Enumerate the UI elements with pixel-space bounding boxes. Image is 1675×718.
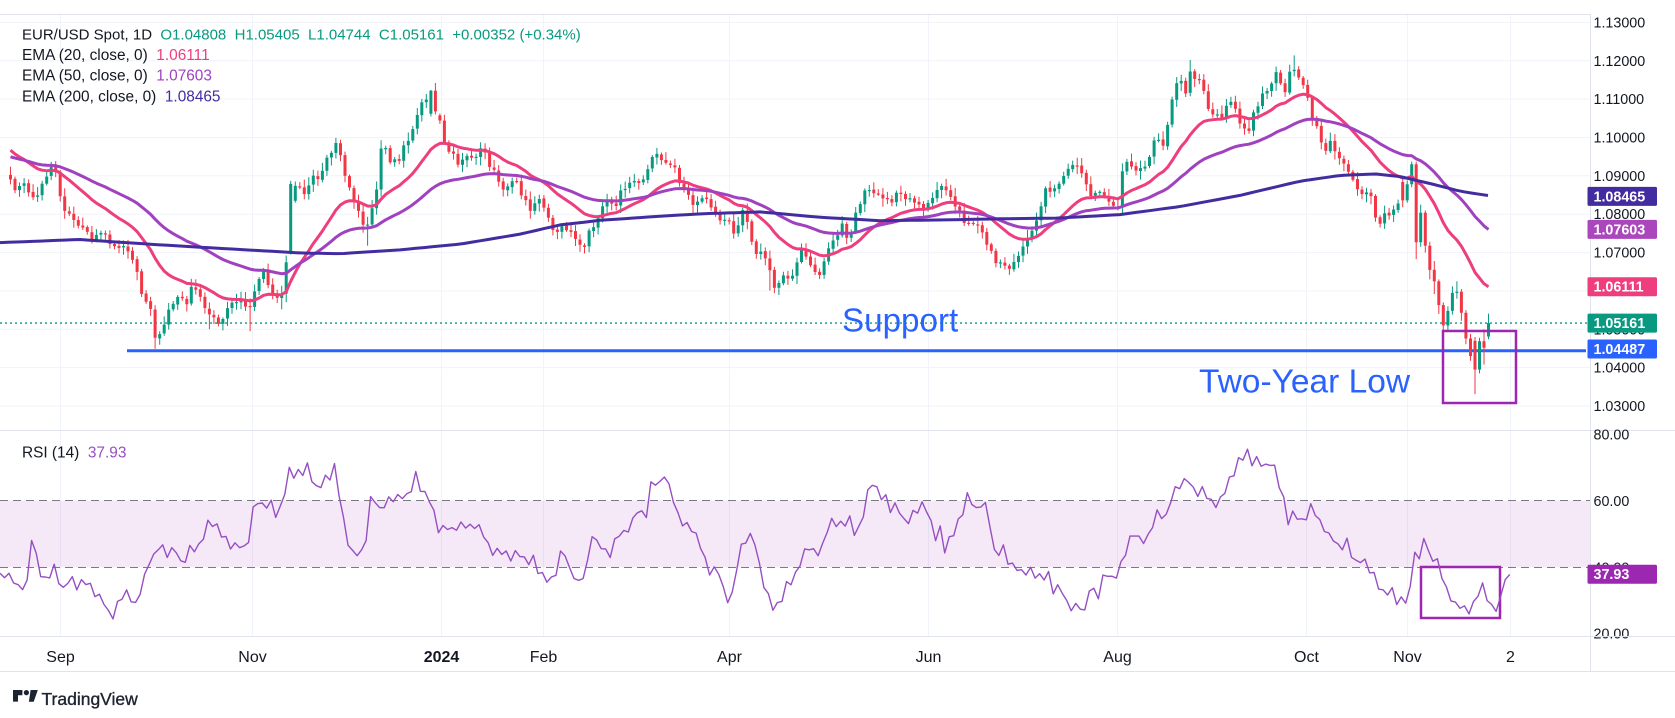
- svg-text:Support: Support: [842, 303, 958, 340]
- svg-text:2: 2: [1506, 649, 1515, 666]
- svg-text:60.00: 60.00: [1594, 494, 1630, 510]
- svg-text:1.03000: 1.03000: [1594, 399, 1646, 415]
- svg-text:EMA (50, close, 0) 1.07603: EMA (50, close, 0) 1.07603: [22, 68, 212, 85]
- svg-text:1.06111: 1.06111: [1594, 280, 1644, 296]
- svg-text:Two-Year Low: Two-Year Low: [1199, 364, 1411, 401]
- svg-text:Sep: Sep: [46, 649, 75, 666]
- svg-text:37.93: 37.93: [1594, 567, 1630, 583]
- svg-text:1.12000: 1.12000: [1594, 54, 1646, 70]
- svg-text:20.00: 20.00: [1594, 627, 1630, 643]
- svg-text:Feb: Feb: [530, 649, 558, 666]
- svg-text:EMA (200, close, 0) 1.08465: EMA (200, close, 0) 1.08465: [22, 89, 221, 106]
- svg-text:Aug: Aug: [1103, 649, 1131, 666]
- svg-text:Jun: Jun: [916, 649, 942, 666]
- svg-text:1.04000: 1.04000: [1594, 361, 1646, 377]
- svg-text:1.08000: 1.08000: [1594, 207, 1646, 223]
- svg-text:1.09000: 1.09000: [1594, 169, 1646, 185]
- svg-text:EUR/USD Spot, 1D O1.04808 H1: EUR/USD Spot, 1D O1.04808 H1.05405 L1.04…: [22, 27, 581, 44]
- svg-text:RSI (14) 37.93: RSI (14) 37.93: [22, 445, 126, 462]
- svg-text:1.07000: 1.07000: [1594, 246, 1646, 262]
- svg-text:1.10000: 1.10000: [1594, 131, 1646, 147]
- svg-text:1.13000: 1.13000: [1594, 15, 1646, 31]
- svg-text:80.00: 80.00: [1594, 428, 1630, 444]
- svg-text:Oct: Oct: [1294, 649, 1319, 666]
- svg-text:1.11000: 1.11000: [1594, 92, 1645, 108]
- svg-text:EMA (20, close, 0) 1.06111: EMA (20, close, 0) 1.06111: [22, 47, 210, 64]
- svg-text:Nov: Nov: [1393, 649, 1421, 666]
- svg-text:2024: 2024: [424, 649, 460, 666]
- svg-text:Apr: Apr: [717, 649, 743, 666]
- svg-text:1.05161: 1.05161: [1594, 316, 1646, 332]
- svg-text:1.04487: 1.04487: [1594, 342, 1646, 358]
- svg-text:1.08465: 1.08465: [1594, 189, 1646, 205]
- svg-text:TradingView: TradingView: [42, 689, 139, 709]
- svg-text:Nov: Nov: [238, 649, 266, 666]
- svg-text:1.07603: 1.07603: [1594, 222, 1646, 238]
